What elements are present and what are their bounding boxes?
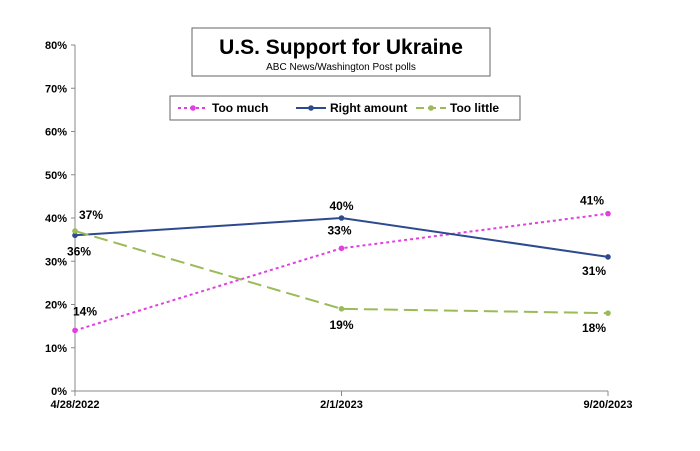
data-label: 37% bbox=[79, 208, 103, 222]
y-tick-label: 60% bbox=[45, 127, 67, 139]
data-point bbox=[605, 254, 611, 260]
data-label: 41% bbox=[580, 194, 604, 208]
data-label: 18% bbox=[582, 321, 606, 335]
series-lines bbox=[72, 210, 611, 334]
x-tick-label: 9/20/2023 bbox=[584, 399, 633, 411]
series-line-2 bbox=[74, 230, 609, 315]
legend-label: Too much bbox=[212, 101, 268, 115]
legend-items: Too much Right amount Too little bbox=[178, 101, 499, 115]
data-label: 36% bbox=[67, 244, 91, 258]
data-label: 14% bbox=[73, 304, 97, 318]
x-tick-label: 4/28/2022 bbox=[51, 399, 100, 411]
data-label: 31% bbox=[582, 264, 606, 278]
y-tick-label: 50% bbox=[45, 170, 67, 182]
data-label: 33% bbox=[327, 223, 351, 237]
y-tick-label: 20% bbox=[45, 300, 67, 312]
data-point bbox=[72, 327, 78, 334]
y-tick-label: 40% bbox=[45, 213, 67, 225]
chart-subtitle: ABC News/Washington Post polls bbox=[266, 62, 416, 73]
legend-marker bbox=[428, 105, 434, 111]
data-point bbox=[72, 228, 78, 234]
legend-marker bbox=[190, 105, 196, 111]
chart-title: U.S. Support for Ukraine bbox=[219, 36, 463, 59]
legend-marker bbox=[308, 105, 314, 111]
data-point bbox=[338, 306, 345, 312]
y-ticks: 0% 10% 20% 30% 40% 50% 60% 70% 80% bbox=[45, 40, 75, 398]
y-tick-label: 10% bbox=[45, 343, 67, 355]
y-tick-label: 30% bbox=[45, 256, 67, 268]
legend-label: Too little bbox=[450, 101, 499, 115]
data-label: 40% bbox=[329, 199, 353, 213]
y-tick-label: 0% bbox=[51, 386, 67, 398]
data-point bbox=[338, 215, 345, 221]
data-point bbox=[72, 232, 78, 239]
y-tick-label: 80% bbox=[45, 40, 67, 52]
data-point bbox=[338, 245, 345, 252]
data-labels: 14% 33% 41% 36% 40% 31% 37% 19% 18% bbox=[67, 194, 606, 335]
x-ticks: 4/28/2022 2/1/2023 9/20/2023 bbox=[51, 391, 633, 411]
legend bbox=[169, 95, 521, 121]
data-label: 19% bbox=[329, 318, 353, 332]
x-tick-label: 2/1/2023 bbox=[320, 399, 363, 411]
data-point bbox=[605, 310, 611, 316]
legend-label: Right amount bbox=[330, 101, 407, 115]
data-point bbox=[605, 210, 611, 217]
title-box bbox=[191, 27, 491, 77]
y-tick-label: 70% bbox=[45, 83, 67, 95]
